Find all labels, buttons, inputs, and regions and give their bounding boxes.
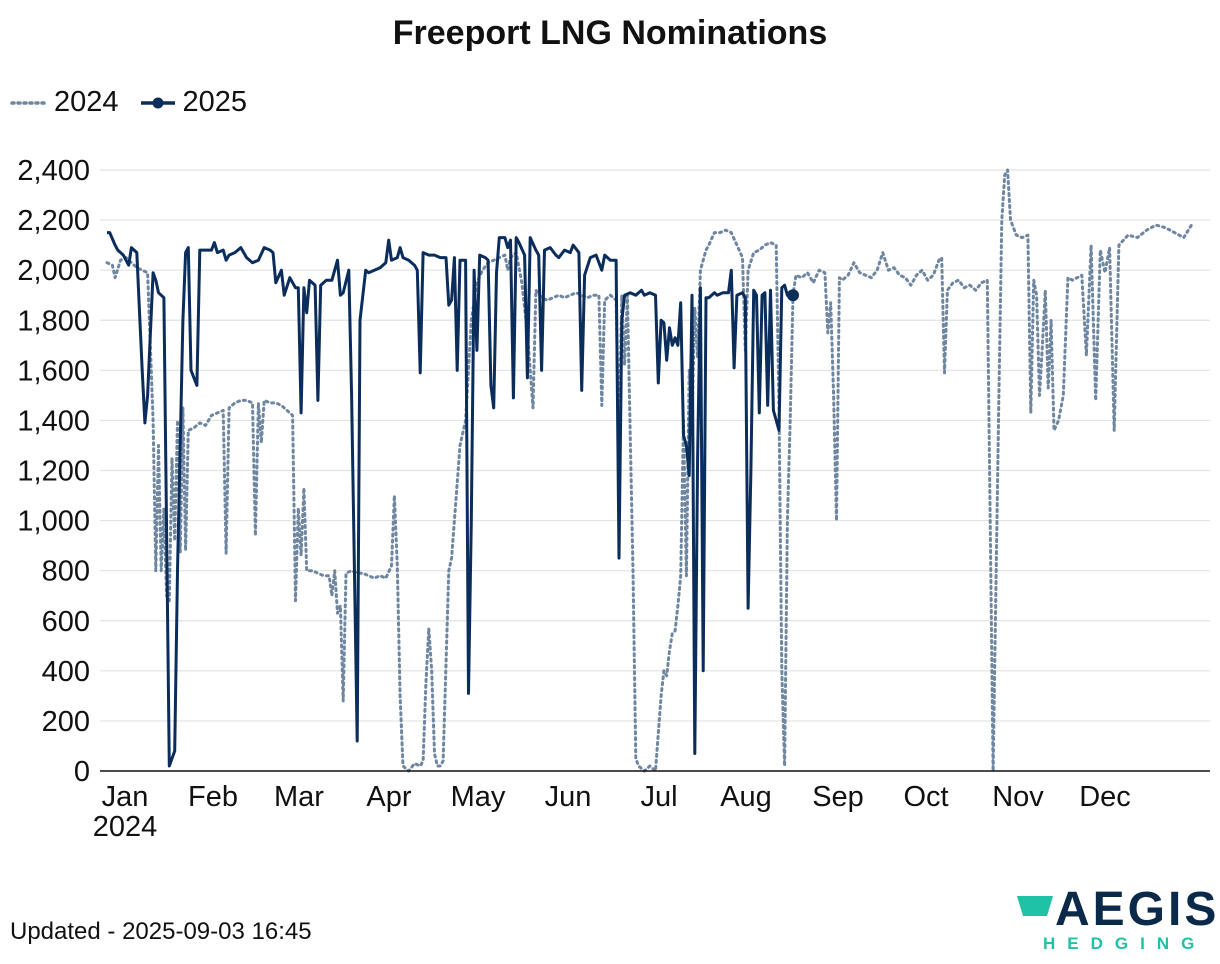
legend-swatch-dotted [10, 100, 48, 105]
updated-timestamp: Updated - 2025-09-03 16:45 [10, 918, 312, 945]
aegis-hedging-logo: AEGIS HEDGING [1015, 883, 1216, 958]
x-tick-label: Jan [102, 781, 149, 813]
y-tick-label: 1,200 [17, 456, 90, 488]
y-tick-label: 2,400 [17, 155, 90, 187]
x-axis-year-label: 2024 [93, 811, 158, 843]
legend-label-2025: 2025 [182, 86, 248, 118]
y-tick-label: 1,800 [17, 305, 90, 337]
x-tick-label: Jun [545, 781, 592, 813]
x-tick-label: Apr [366, 781, 411, 813]
x-axis-tick-labels: Jan Feb Mar Apr May Jun Jul Aug Sep Oct Nov Dec 2024 [93, 781, 1131, 843]
line-chart: 0 200 400 600 800 1,000 1,200 1,400 1,600 1,800 2,… [17, 155, 1210, 843]
y-tick-label: 200 [42, 706, 90, 738]
x-tick-label: Jul [640, 781, 677, 813]
x-tick-label: Sep [812, 781, 864, 813]
x-tick-label: Nov [992, 781, 1044, 813]
legend: 2024 2025 [10, 86, 247, 119]
y-tick-label: 1,600 [17, 355, 90, 387]
legend-swatch-solid [140, 97, 175, 108]
series-layer [105, 168, 1195, 773]
y-tick-label: 2,200 [17, 205, 90, 237]
brand-name: AEGIS [1055, 883, 1220, 936]
series-end-marker-2025[interactable] [787, 289, 799, 302]
gridlines [100, 169, 1210, 722]
x-tick-label: Aug [720, 781, 772, 813]
x-tick-label: May [451, 781, 506, 813]
y-tick-label: 800 [42, 556, 90, 588]
y-tick-label: 1,400 [17, 405, 90, 437]
y-tick-label: 600 [42, 606, 90, 638]
legend-item-2024[interactable]: 2024 [10, 86, 119, 119]
x-tick-label: Mar [274, 781, 324, 813]
brand-subtitle: HEDGING [1043, 934, 1207, 953]
y-tick-label: 1,000 [17, 506, 90, 538]
series-line-2024 [105, 168, 1195, 773]
y-tick-label: 400 [42, 656, 90, 688]
y-tick-label: 2,000 [17, 255, 90, 287]
series-line-2025 [107, 231, 794, 768]
y-axis-tick-labels: 0 200 400 600 800 1,000 1,200 1,400 1,600 1,800 2,… [17, 155, 90, 788]
logo-mark-icon [1017, 896, 1053, 916]
legend-label-2024: 2024 [54, 86, 119, 118]
chart-title: Freeport LNG Nominations [392, 14, 828, 52]
x-tick-label: Feb [188, 781, 238, 813]
y-tick-label: 0 [74, 756, 90, 788]
x-tick-label: Oct [903, 781, 948, 813]
x-tick-label: Dec [1079, 781, 1131, 813]
legend-item-2025[interactable]: 2025 [139, 86, 248, 119]
